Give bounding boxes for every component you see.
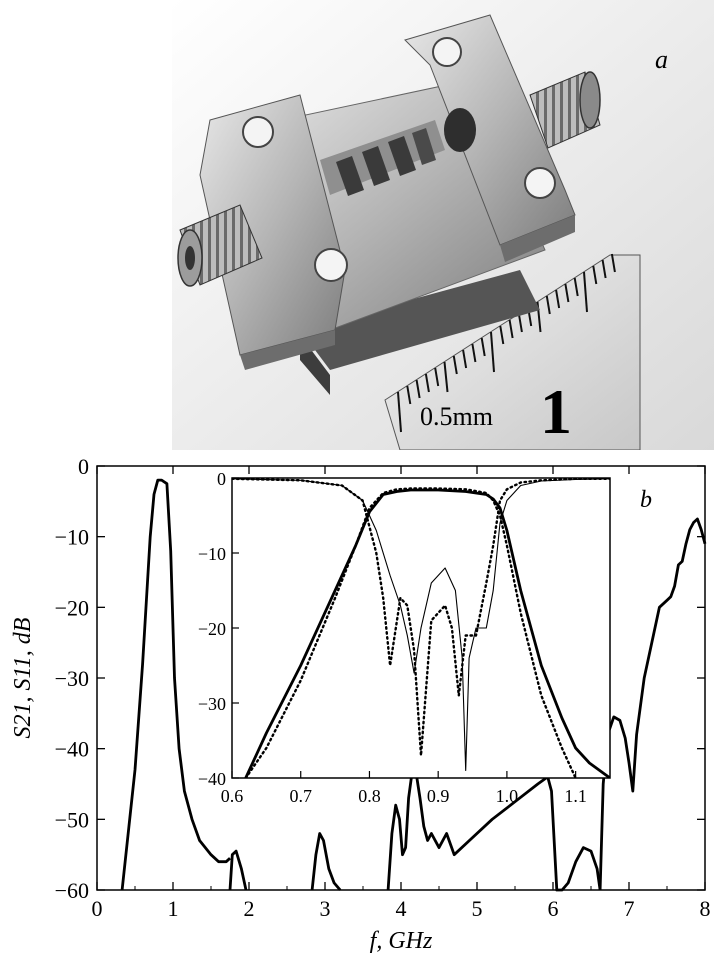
connector-bore bbox=[444, 108, 476, 152]
s-parameter-chart: 0 1 2 3 4 5 6 7 8 0 −10 −20 −30 −40 −50 −60 0.6 0.7 0.8 0.… bbox=[10, 454, 711, 954]
ruler-tick bbox=[610, 253, 616, 273]
ruler-tick bbox=[592, 265, 598, 285]
ruler-tick bbox=[555, 289, 561, 309]
panel-label-a: a bbox=[655, 45, 668, 74]
inset-x-tick-label: 1.0 bbox=[496, 786, 519, 806]
x-tick-label: 1 bbox=[168, 896, 179, 921]
ruler-tick bbox=[397, 391, 402, 433]
ruler-tick bbox=[564, 283, 570, 303]
ruler-tick bbox=[601, 259, 607, 279]
screw-head bbox=[242, 116, 274, 148]
ruler-tick bbox=[452, 355, 458, 375]
x-tick-label: 6 bbox=[548, 896, 559, 921]
ruler-tick bbox=[424, 373, 430, 393]
screw-head bbox=[314, 248, 348, 282]
device-photo: 0.5mm 1 a bbox=[172, 0, 714, 450]
inset-x-tick-label: 1.1 bbox=[564, 786, 587, 806]
inset-series-line bbox=[232, 478, 610, 772]
ruler-tick bbox=[508, 319, 514, 339]
y-tick-label: 0 bbox=[78, 454, 89, 479]
y-tick-label: −50 bbox=[55, 807, 89, 832]
ruler-tick bbox=[480, 337, 486, 357]
x-axis-label-text: f, GHz bbox=[370, 928, 433, 954]
ruler-tick bbox=[415, 379, 421, 399]
main-series-line bbox=[228, 849, 248, 891]
panel-label-b: b bbox=[640, 487, 652, 513]
screw-head bbox=[524, 167, 556, 199]
x-tick-label: 4 bbox=[396, 896, 407, 921]
y-axis-label: S21, S11, dB bbox=[10, 617, 36, 738]
ruler-tick bbox=[434, 367, 440, 387]
inset-y-tick-label: −40 bbox=[198, 769, 226, 789]
y-axis-label-text: S21, S11, dB bbox=[10, 617, 36, 738]
inset-y-tick-label: 0 bbox=[217, 469, 226, 489]
inset-series-line bbox=[232, 478, 610, 757]
base-block bbox=[300, 270, 540, 370]
main-series-line bbox=[598, 517, 707, 891]
ruler-tick bbox=[517, 313, 523, 333]
ruler-scale-label: 0.5mm bbox=[420, 402, 493, 431]
ruler-tick bbox=[406, 385, 412, 405]
x-tick-label: 8 bbox=[700, 896, 711, 921]
ruler-tick bbox=[545, 295, 551, 315]
ruler-number: 1 bbox=[540, 376, 572, 447]
y-tick-label: −40 bbox=[55, 737, 89, 762]
x-tick-label: 0 bbox=[92, 896, 103, 921]
ruler-tick bbox=[462, 349, 468, 369]
x-tick-label: 7 bbox=[624, 896, 635, 921]
ruler-tick bbox=[471, 343, 477, 363]
screw-head bbox=[432, 37, 462, 67]
inset-x-tick-label: 0.8 bbox=[358, 786, 381, 806]
main-series-line bbox=[310, 832, 342, 891]
x-tick-label: 2 bbox=[244, 896, 255, 921]
inset-y-tick-label: −10 bbox=[198, 544, 226, 564]
x-tick-label: 5 bbox=[472, 896, 483, 921]
x-tick-label: 3 bbox=[320, 896, 331, 921]
inset-series-line bbox=[244, 488, 610, 778]
y-tick-label: −30 bbox=[55, 666, 89, 691]
main-series-line bbox=[120, 478, 231, 891]
resonator-strips bbox=[320, 120, 445, 196]
ruler-tick bbox=[573, 277, 579, 297]
inset-y-tick-label: −20 bbox=[198, 619, 226, 639]
ruler-tick bbox=[443, 361, 449, 393]
main-series-line bbox=[386, 768, 602, 892]
y-tick-label: −60 bbox=[55, 878, 89, 903]
inset-x-tick-label: 0.9 bbox=[427, 786, 450, 806]
y-tick-label: −10 bbox=[55, 525, 89, 550]
ruler-tick bbox=[490, 331, 495, 373]
left-sma-connector bbox=[177, 204, 263, 287]
ruler bbox=[384, 253, 641, 450]
inset-series-line bbox=[244, 487, 578, 778]
inset-y-tick-label: −30 bbox=[198, 694, 226, 714]
inset-x-tick-label: 0.7 bbox=[289, 786, 312, 806]
inset-x-tick-label: 0.6 bbox=[221, 786, 244, 806]
y-tick-label: −20 bbox=[55, 595, 89, 620]
ruler-tick bbox=[499, 325, 505, 345]
ruler-tick bbox=[583, 271, 588, 313]
x-axis-label: f, GHz bbox=[370, 928, 433, 954]
right-sma-connector bbox=[529, 71, 601, 149]
